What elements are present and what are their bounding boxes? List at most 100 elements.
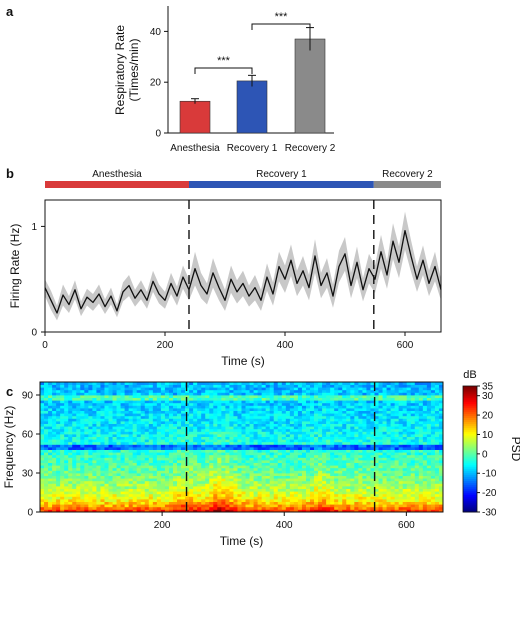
spectrogram-cell (120, 504, 126, 508)
spectrogram-cell (322, 470, 327, 474)
spectrogram-cell (205, 493, 210, 497)
spectrogram-cell (104, 434, 109, 437)
spectrogram-cell (334, 475, 339, 479)
spectrogram-cell (136, 428, 142, 432)
spectrogram-cell (140, 426, 146, 430)
spectrogram-cell (362, 496, 367, 500)
spectrogram-cell (426, 415, 432, 419)
spectrogram-cell (84, 444, 89, 448)
spectrogram-cell (410, 504, 416, 508)
spectrogram-cell (334, 452, 339, 456)
spectrogram-cell (201, 395, 206, 398)
spectrogram-cell (229, 475, 234, 479)
spectrogram-cell (160, 486, 166, 489)
spectrogram-cell (237, 421, 242, 424)
spectrogram-cell (322, 431, 327, 435)
spectrogram-cell (265, 402, 271, 406)
spectrogram-cell (269, 454, 275, 458)
spectrogram-cell (201, 410, 206, 414)
spectrogram-cell (60, 488, 65, 492)
spectrogram-cell (406, 428, 412, 432)
spectrogram-cell (382, 462, 387, 466)
spectrogram-cell (213, 421, 218, 424)
spectrogram-cell (318, 493, 323, 497)
spectrogram-cell (100, 428, 105, 432)
spectrogram-cell (221, 395, 226, 398)
spectrogram-cell (378, 392, 383, 396)
spectrogram-cell (44, 454, 49, 458)
spectrogram-cell (426, 447, 432, 450)
spectrogram-cell (104, 382, 109, 385)
spectrogram-cell (350, 480, 355, 484)
spectrogram-cell (164, 413, 170, 417)
spectrogram-cell (390, 460, 396, 463)
spectrogram-cell (104, 418, 109, 422)
spectrogram-cell (68, 421, 73, 424)
spectrogram-cell (92, 382, 97, 385)
spectrogram-cell (314, 480, 319, 484)
spectrogram-cell (434, 413, 440, 417)
spectrogram-cell (430, 426, 436, 430)
spectrogram-cell (301, 488, 307, 492)
spectrogram-cell (152, 397, 158, 401)
spectrogram-cell (422, 382, 428, 385)
spectrogram-cell (362, 413, 367, 417)
spectrogram-cell (60, 491, 65, 495)
spectrogram-cell (185, 395, 190, 398)
spectrogram-cell (72, 480, 77, 484)
spectrogram-cell (136, 434, 142, 437)
spectrogram-cell (418, 431, 424, 435)
spectrogram-cell (120, 384, 126, 388)
spectrogram-cell (40, 499, 45, 502)
spectrogram-cell (128, 478, 134, 482)
spectrogram-cell (418, 405, 424, 409)
spectrogram-cell (177, 465, 182, 469)
spectrogram-cell (177, 436, 182, 440)
spectrogram-cell (96, 501, 101, 505)
spectrogram-cell (326, 400, 331, 404)
spectrogram-cell (434, 460, 440, 463)
spectrogram-cell (201, 400, 206, 404)
spectrogram-cell (334, 382, 339, 385)
spectrogram-cell (293, 509, 299, 513)
spectrogram-cell (370, 444, 375, 448)
spectrogram-cell (402, 480, 408, 484)
spectrogram-cell (249, 457, 254, 461)
spectrogram-cell (410, 434, 416, 437)
spectrogram-cell (96, 397, 101, 401)
spectrogram-cell (350, 415, 355, 419)
spectrogram-cell (72, 460, 77, 463)
spectrogram-cell (358, 418, 363, 422)
spectrogram-cell (430, 431, 436, 435)
spectrogram-cell (297, 382, 303, 385)
spectrogram-cell (330, 460, 335, 463)
spectrogram-cell (217, 475, 222, 479)
spectrogram-cell (217, 473, 222, 476)
spectrogram-cell (52, 405, 57, 409)
spectrogram-cell (233, 467, 238, 471)
spectrogram-cell (217, 413, 222, 417)
spectrogram-cell (48, 454, 53, 458)
spectrogram-cell (265, 400, 271, 404)
spectrogram-cell (245, 478, 250, 482)
spectrogram-cell (88, 447, 93, 450)
spectrogram-cell (217, 478, 222, 482)
spectrogram-cell (241, 506, 246, 510)
spectrogram-cell (233, 431, 238, 435)
spectrogram-cell (261, 449, 267, 453)
spectrogram-cell (430, 478, 436, 482)
spectrogram-cell (201, 475, 206, 479)
spectrogram-cell (193, 389, 198, 393)
spectrogram-cell (221, 439, 226, 443)
spectrogram-cell (301, 428, 307, 432)
spectrogram-cell (52, 410, 57, 414)
spectrogram-cell (116, 395, 121, 398)
spectrogram-cell (334, 434, 339, 437)
spectrogram-cell (245, 462, 250, 466)
spectrogram-cell (362, 449, 367, 453)
spectrogram-cell (104, 493, 109, 497)
spectrogram-cell (301, 509, 307, 513)
spectrogram-cell (285, 431, 291, 435)
spectrogram-cell (144, 467, 150, 471)
spectrogram-cell (249, 452, 254, 456)
